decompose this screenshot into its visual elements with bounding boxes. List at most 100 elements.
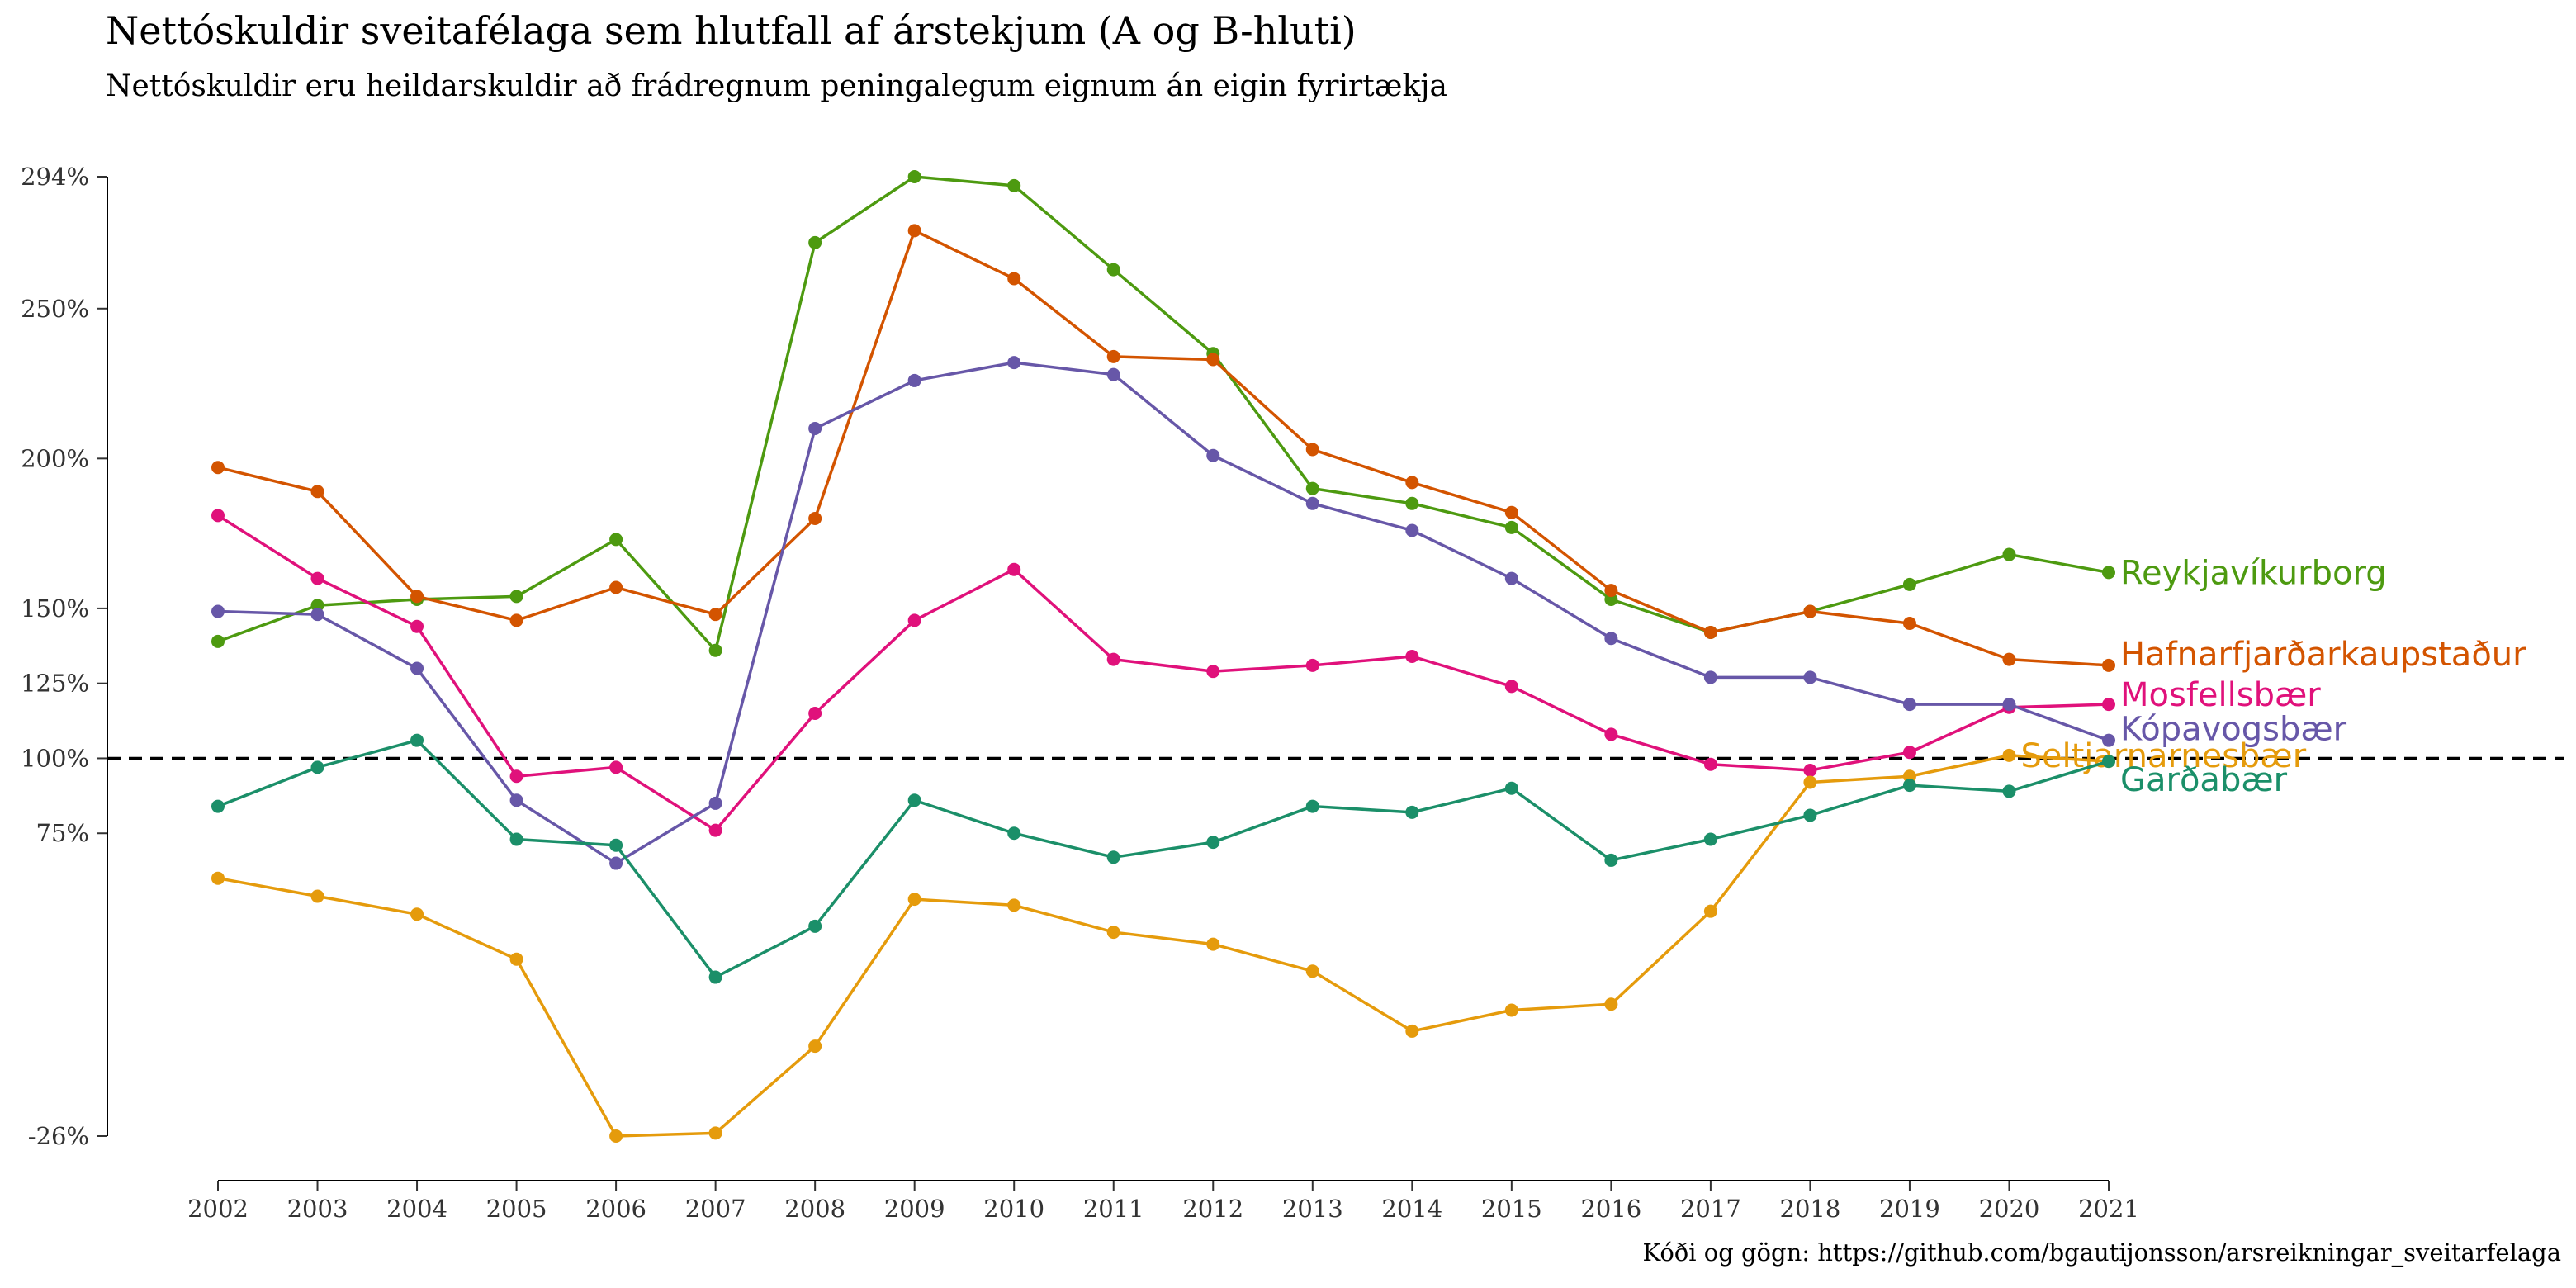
data-point-hafnarfjardarkaupstadur [2002, 652, 2016, 666]
data-point-seltjarnarnesbaer [1305, 964, 1319, 978]
data-point-gardabaer [1206, 836, 1220, 850]
data-point-reykjavikurborg [509, 590, 523, 604]
data-point-reykjavikurborg [2002, 547, 2016, 561]
series-line-gardabaer [217, 738, 2110, 979]
data-point-hafnarfjardarkaupstadur [1007, 272, 1021, 286]
x-tick-label: 2002 [187, 1195, 249, 1223]
data-point-hafnarfjardarkaupstadur [1405, 476, 1419, 490]
data-point-hafnarfjardarkaupstadur [1206, 353, 1220, 367]
x-tick-label: 2006 [585, 1195, 646, 1223]
data-point-gardabaer [410, 733, 424, 747]
data-point-hafnarfjardarkaupstadur [1604, 584, 1618, 598]
data-point-kopavogsbaer [907, 373, 921, 387]
data-point-mosfellsbaer [1504, 680, 1518, 694]
data-point-mosfellsbaer [808, 706, 822, 720]
data-point-reykjavikurborg [1405, 496, 1419, 510]
data-point-gardabaer [1106, 850, 1120, 864]
x-tick-label: 2007 [685, 1195, 746, 1223]
data-point-hafnarfjardarkaupstadur [310, 485, 324, 499]
data-point-mosfellsbaer [1206, 665, 1220, 679]
data-point-hafnarfjardarkaupstadur [1504, 505, 1518, 519]
data-point-reykjavikurborg [1106, 263, 1120, 277]
x-tick-label: 2011 [1083, 1195, 1144, 1223]
data-point-mosfellsbaer [310, 571, 324, 585]
data-point-reykjavikurborg [808, 235, 822, 249]
y-tick-label: 150% [21, 594, 89, 623]
series-label-gardabaer: Garðabær [2120, 761, 2288, 799]
data-point-gardabaer [1504, 781, 1518, 795]
x-tick-label: 2015 [1481, 1195, 1542, 1223]
x-tick-label: 2010 [983, 1195, 1044, 1223]
data-point-hafnarfjardarkaupstadur [708, 608, 722, 622]
data-point-gardabaer [509, 832, 523, 846]
data-point-kopavogsbaer [2002, 698, 2016, 712]
data-point-hafnarfjardarkaupstadur [211, 461, 225, 475]
data-point-gardabaer [609, 838, 623, 852]
series-label-hafnarfjardarkaupstadur: Hafnarfjarðarkaupstaður [2120, 636, 2526, 674]
y-tick-label: 200% [21, 444, 89, 472]
data-point-gardabaer [1007, 826, 1021, 841]
data-point-seltjarnarnesbaer [1106, 926, 1120, 940]
x-tick-label: 2018 [1780, 1195, 1841, 1223]
x-tick-label: 2003 [287, 1195, 348, 1223]
x-tick-label: 2014 [1381, 1195, 1442, 1223]
data-point-reykjavikurborg [1305, 481, 1319, 495]
y-tick-label: 100% [21, 744, 89, 772]
x-tick-label: 2013 [1282, 1195, 1343, 1223]
data-point-hafnarfjardarkaupstadur [609, 580, 623, 594]
series-line-seltjarnarnesbaer [217, 754, 2110, 1138]
data-point-seltjarnarnesbaer [509, 952, 523, 966]
data-point-kopavogsbaer [1703, 670, 1717, 684]
data-point-kopavogsbaer [609, 856, 623, 870]
data-point-hafnarfjardarkaupstadur [808, 511, 822, 525]
x-tick-label: 2016 [1580, 1195, 1641, 1223]
series-line-kopavogsbaer [217, 361, 2110, 865]
data-point-gardabaer [211, 799, 225, 813]
data-point-seltjarnarnesbaer [2002, 748, 2016, 762]
data-point-gardabaer [2102, 755, 2115, 769]
data-point-kopavogsbaer [310, 608, 324, 622]
data-point-hafnarfjardarkaupstadur [410, 590, 424, 604]
data-point-seltjarnarnesbaer [1405, 1024, 1419, 1038]
data-point-hafnarfjardarkaupstadur [1703, 625, 1717, 639]
data-point-gardabaer [708, 970, 722, 984]
data-point-hafnarfjardarkaupstadur [2102, 658, 2115, 672]
x-tick-label: 2012 [1182, 1195, 1243, 1223]
data-point-seltjarnarnesbaer [1803, 775, 1817, 789]
data-point-gardabaer [808, 919, 822, 933]
data-point-kopavogsbaer [708, 796, 722, 810]
source-caption: Kóði og gögn: https://github.com/bgautij… [1642, 1238, 2561, 1267]
data-point-mosfellsbaer [1305, 658, 1319, 672]
data-point-kopavogsbaer [1007, 356, 1021, 370]
chart-title: Nettóskuldir sveitafélaga sem hlutfall a… [106, 8, 1357, 53]
data-point-hafnarfjardarkaupstadur [1902, 617, 1916, 631]
data-point-gardabaer [1902, 779, 1916, 793]
y-tick-label: 250% [21, 295, 89, 323]
data-point-kopavogsbaer [1206, 448, 1220, 462]
data-point-reykjavikurborg [1007, 178, 1021, 192]
data-point-mosfellsbaer [1007, 562, 1021, 576]
data-point-mosfellsbaer [2102, 698, 2115, 712]
data-point-hafnarfjardarkaupstadur [509, 613, 523, 627]
data-point-reykjavikurborg [907, 170, 921, 183]
data-point-kopavogsbaer [1106, 367, 1120, 381]
data-point-gardabaer [1305, 799, 1319, 813]
data-point-gardabaer [1604, 853, 1618, 867]
data-point-mosfellsbaer [907, 613, 921, 627]
data-point-reykjavikurborg [2102, 566, 2115, 580]
data-point-mosfellsbaer [609, 760, 623, 774]
data-point-kopavogsbaer [211, 604, 225, 618]
data-point-kopavogsbaer [808, 422, 822, 436]
x-tick-label: 2017 [1680, 1195, 1741, 1223]
x-tick-label: 2009 [884, 1195, 945, 1223]
data-point-mosfellsbaer [708, 823, 722, 837]
data-point-seltjarnarnesbaer [1703, 904, 1717, 918]
data-point-gardabaer [1803, 808, 1817, 822]
chart-subtitle: Nettóskuldir eru heildarskuldir að frádr… [106, 69, 1447, 103]
data-point-seltjarnarnesbaer [1604, 997, 1618, 1011]
series-line-mosfellsbaer [217, 514, 2110, 832]
data-point-mosfellsbaer [1703, 757, 1717, 771]
data-point-seltjarnarnesbaer [907, 893, 921, 907]
y-tick-label: 75% [36, 819, 89, 847]
data-point-hafnarfjardarkaupstadur [1803, 604, 1817, 618]
